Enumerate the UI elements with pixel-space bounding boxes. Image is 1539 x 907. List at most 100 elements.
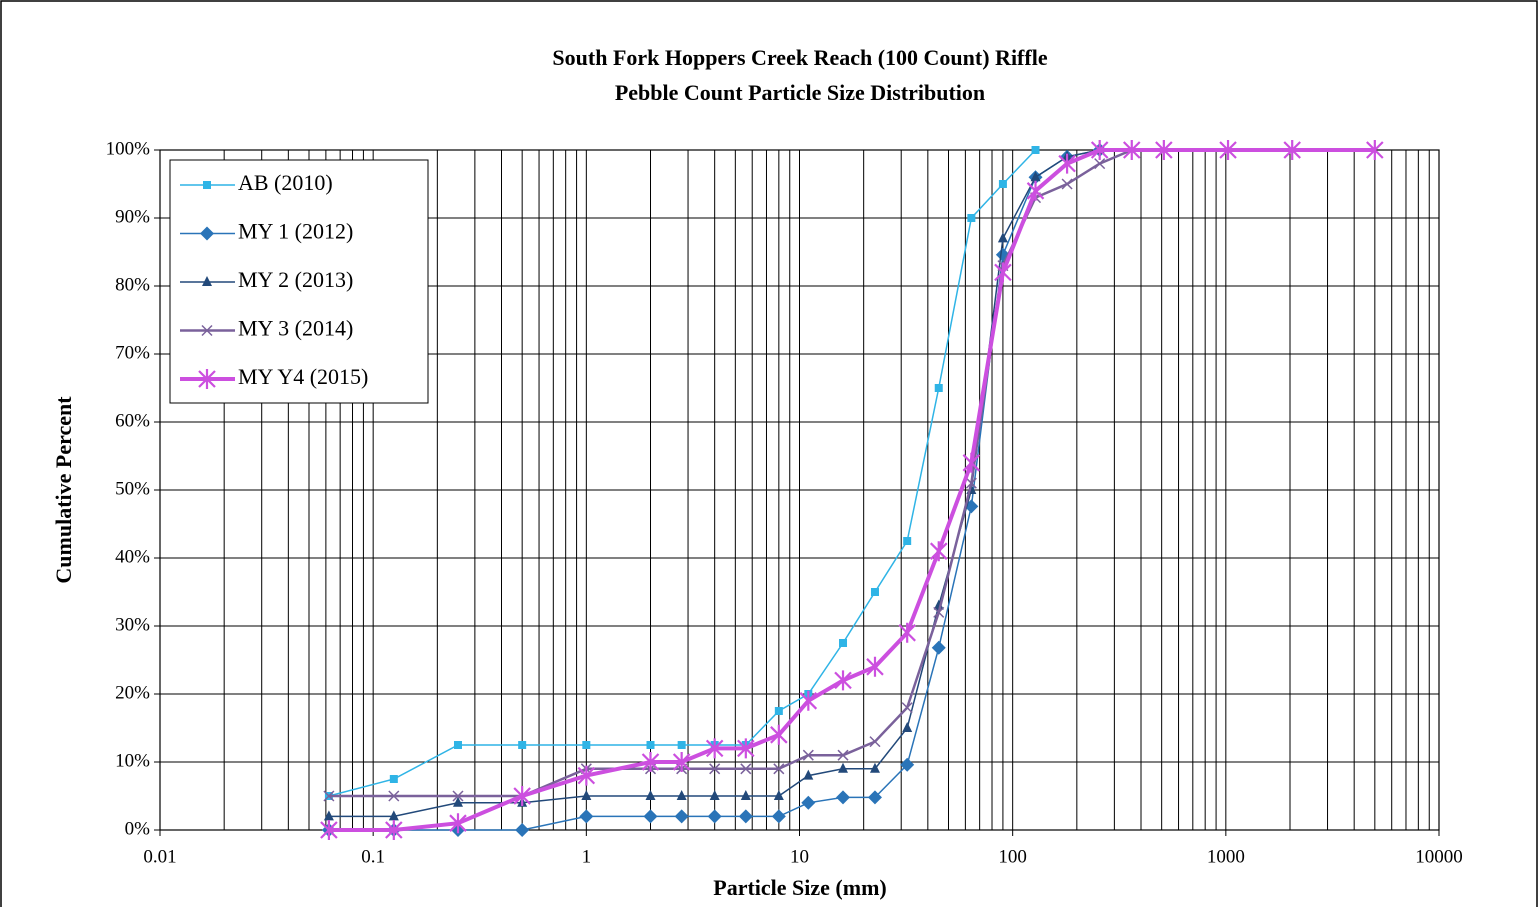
data-point xyxy=(836,790,851,805)
data-point xyxy=(898,622,916,643)
data-point xyxy=(1026,180,1045,201)
y-tick-label: 100% xyxy=(106,138,151,159)
data-point xyxy=(869,736,881,748)
data-point xyxy=(645,790,656,800)
x-tick-label: 10000 xyxy=(1415,846,1463,867)
data-point xyxy=(773,790,784,800)
data-point xyxy=(965,477,977,489)
data-point xyxy=(838,762,849,773)
data-point xyxy=(867,790,882,805)
data-point xyxy=(709,790,720,800)
series-line xyxy=(328,149,1100,818)
y-tick-label: 10% xyxy=(115,750,150,771)
y-tick-label: 40% xyxy=(115,546,150,567)
data-point xyxy=(452,790,464,802)
x-tick-label: 1 xyxy=(582,846,592,867)
x-tick-label: 10 xyxy=(790,846,809,867)
y-tick-label: 20% xyxy=(115,682,150,703)
data-point xyxy=(773,763,785,775)
data-point xyxy=(737,738,755,759)
x-axis-label: Particle Size (mm) xyxy=(713,875,886,900)
chart-subtitle: Pebble Count Particle Size Distribution xyxy=(615,80,985,105)
data-point xyxy=(837,749,849,761)
data-point xyxy=(1094,158,1106,170)
data-point xyxy=(1030,171,1041,182)
y-tick-label: 70% xyxy=(115,342,150,363)
data-point xyxy=(866,656,884,677)
data-point xyxy=(323,790,335,802)
data-point xyxy=(799,690,818,711)
data-point xyxy=(834,670,852,691)
legend-label: MY Y4 (2015) xyxy=(238,364,368,389)
data-point xyxy=(929,541,948,562)
y-axis-label: Cumulative Percent xyxy=(51,396,76,584)
legend-marker xyxy=(202,276,212,286)
x-tick-label: 1000 xyxy=(1207,846,1245,867)
data-point xyxy=(677,741,686,749)
data-point xyxy=(801,795,816,810)
legend-marker xyxy=(200,226,214,241)
data-point xyxy=(705,738,724,759)
data-point xyxy=(1155,140,1173,160)
data-point xyxy=(676,790,687,800)
data-point xyxy=(641,752,660,772)
x-tick-label: 100 xyxy=(998,846,1027,867)
data-point xyxy=(803,769,814,780)
data-point xyxy=(870,588,879,596)
data-point xyxy=(709,763,721,775)
legend-label: MY 2 (2013) xyxy=(238,267,353,292)
data-point xyxy=(839,639,848,647)
y-tick-label: 50% xyxy=(115,478,150,499)
data-point xyxy=(770,724,788,745)
data-point xyxy=(674,809,689,824)
legend-label: MY 3 (2014) xyxy=(238,316,353,341)
plot-frame xyxy=(159,149,1440,831)
x-tick-label: 0.01 xyxy=(143,846,176,867)
data-point xyxy=(646,741,655,749)
data-point xyxy=(933,606,945,618)
data-point xyxy=(740,763,752,775)
data-point xyxy=(707,809,722,824)
legend-label: MY 1 (2012) xyxy=(238,219,353,244)
data-point xyxy=(1219,140,1237,160)
data-point xyxy=(998,180,1007,188)
data-point xyxy=(323,810,334,821)
legend-marker xyxy=(203,181,211,189)
data-point xyxy=(1283,140,1301,160)
data-point xyxy=(385,820,403,840)
data-point xyxy=(931,640,946,655)
data-point xyxy=(388,810,399,821)
data-point xyxy=(902,722,913,732)
series-line xyxy=(328,149,1037,797)
data-point xyxy=(518,741,527,749)
data-point xyxy=(1122,140,1141,160)
data-point xyxy=(802,749,814,761)
data-point xyxy=(997,232,1008,243)
data-point xyxy=(515,823,530,837)
data-point xyxy=(582,741,591,749)
data-point xyxy=(452,796,463,807)
data-point xyxy=(1058,153,1076,174)
data-point xyxy=(903,537,912,545)
data-point xyxy=(994,262,1012,283)
data-point xyxy=(901,702,913,714)
data-point xyxy=(577,765,596,786)
legend-marker xyxy=(201,324,213,337)
data-point xyxy=(869,762,880,773)
data-point xyxy=(513,786,531,806)
y-tick-label: 90% xyxy=(115,206,150,227)
y-tick-label: 60% xyxy=(115,410,150,431)
data-point xyxy=(740,790,751,800)
data-point xyxy=(962,452,981,473)
data-point xyxy=(389,775,398,783)
data-point xyxy=(388,790,400,802)
data-point xyxy=(738,809,753,824)
x-tick-label: 0.1 xyxy=(361,846,385,867)
y-tick-label: 0% xyxy=(125,818,151,839)
chart-title: South Fork Hoppers Creek Reach (100 Coun… xyxy=(552,45,1047,70)
legend-marker xyxy=(198,369,216,389)
data-point xyxy=(643,809,658,824)
data-point xyxy=(967,214,976,222)
